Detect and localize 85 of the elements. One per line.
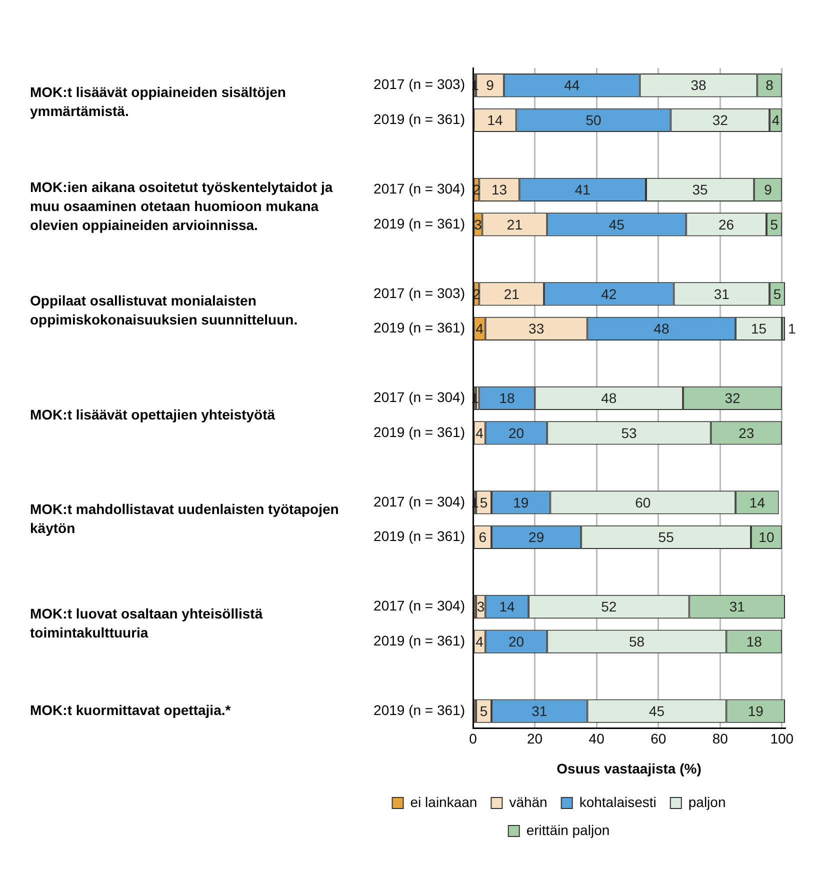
data-label: 31 — [532, 702, 548, 719]
data-label: 9 — [486, 77, 494, 94]
legend-label: paljon — [688, 794, 726, 810]
data-label: 41 — [574, 182, 591, 198]
y-tick-label: 2017 (n = 303) — [374, 284, 465, 301]
data-label: 5 — [770, 216, 778, 232]
text: MOK:t luovat osaltaan yhteisöllistä toimintakulttuuria — [30, 605, 263, 640]
data-label: 19 — [748, 702, 764, 719]
legend-label: erittäin paljon — [526, 822, 610, 838]
y-tick-label: 2019 (n = 361) — [374, 528, 465, 544]
x-tick-label: 0 — [469, 730, 478, 747]
legend-label: vähän — [509, 794, 548, 810]
data-label: 38 — [690, 77, 706, 94]
y-tick-label: 2019 (n = 361) — [374, 110, 465, 127]
data-label: 32 — [724, 390, 740, 406]
text: MOK:t kuormittavat opettajia.* — [30, 702, 232, 718]
data-label: 23 — [738, 424, 754, 441]
data-label: 26 — [718, 216, 734, 232]
data-label: 31 — [714, 286, 730, 302]
x-tick-label: 20 — [526, 730, 543, 747]
legend-label: kohtalaisesti — [579, 794, 656, 810]
data-label: 9 — [764, 182, 772, 198]
data-label: 5 — [773, 286, 782, 302]
data-label: 14 — [749, 494, 766, 510]
y-tick-label: 2017 (n = 304) — [374, 598, 465, 614]
x-axis-title: Osuus vastaajista (%) — [556, 760, 702, 776]
legend-label: ei lainkaan — [410, 794, 478, 810]
data-label: 1 — [788, 320, 796, 337]
data-label: 50 — [586, 112, 602, 128]
data-label: 44 — [564, 77, 580, 94]
data-label: 3 — [476, 598, 485, 615]
y-tick-label: 2019 (n = 361) — [374, 632, 465, 648]
y-tick-label: 2017 (n = 304) — [374, 180, 465, 197]
text: MOK:t mahdollistavat uudenlaisten työtapojen käytön — [30, 501, 339, 536]
text: MOK:t lisäävät opettajien yhteistyötä — [30, 406, 276, 422]
data-label: 48 — [654, 320, 670, 337]
data-label: 6 — [478, 529, 487, 546]
data-label: 20 — [508, 633, 524, 650]
data-label: 45 — [608, 216, 625, 232]
x-tick-label: 40 — [588, 730, 605, 747]
y-tick-label: 2017 (n = 303) — [374, 76, 465, 92]
data-label: 4 — [476, 424, 484, 441]
text: MOK:t lisäävät oppiaineiden sisältöjen ymmärtämistä. — [30, 84, 286, 120]
data-label: 8 — [766, 77, 774, 94]
data-label: 4 — [772, 112, 780, 128]
data-label: 4 — [476, 633, 484, 650]
data-label: 4 — [476, 320, 484, 337]
data-label: 53 — [621, 424, 637, 441]
y-tick-label: 2019 (n = 361) — [374, 424, 465, 440]
data-label: 5 — [480, 494, 488, 510]
y-tick-label: 2017 (n = 304) — [374, 493, 465, 510]
data-label: 21 — [506, 216, 523, 232]
data-label: 48 — [601, 390, 617, 406]
text: MOK:ien aikana osoitetut työskentelytaidot ja muu osaaminen otetaan huomioon mukana olevien oppiaineiden arvioinnissa. — [30, 178, 333, 233]
data-label: 15 — [750, 320, 767, 337]
data-label: 19 — [513, 494, 529, 510]
x-tick-label: 100 — [770, 730, 794, 747]
data-label: 33 — [528, 320, 544, 337]
text: Oppilaat osallistuvat monialaisten oppimiskokonaisuuksien suunnitteluun. — [30, 292, 298, 328]
data-label: 31 — [729, 598, 746, 615]
data-label: 29 — [528, 529, 544, 546]
data-label: 55 — [658, 529, 674, 546]
data-label: 14 — [499, 598, 515, 615]
x-tick-label: 60 — [650, 730, 666, 747]
data-label: 3 — [474, 216, 482, 232]
y-tick-label: 2017 (n = 304) — [374, 389, 465, 406]
data-label: 5 — [480, 702, 488, 719]
data-label: 52 — [601, 598, 617, 615]
data-label: 60 — [635, 494, 651, 510]
data-label: 18 — [746, 633, 762, 650]
data-label: 14 — [487, 112, 503, 128]
data-label: 10 — [758, 529, 774, 546]
data-label: 18 — [499, 390, 515, 406]
data-label: 32 — [712, 112, 728, 128]
data-label: 42 — [601, 286, 617, 302]
x-tick-label: 80 — [712, 730, 728, 747]
data-label: 58 — [628, 633, 645, 650]
data-label: 35 — [692, 182, 708, 198]
data-label: 13 — [491, 182, 508, 198]
data-label: 20 — [508, 424, 524, 441]
data-label: 21 — [504, 286, 520, 302]
data-label: 45 — [649, 702, 665, 719]
y-tick-label: 2019 (n = 361) — [374, 320, 465, 336]
y-tick-label: 2019 (n = 361) — [374, 702, 465, 718]
y-tick-label: 2019 (n = 361) — [374, 215, 465, 232]
